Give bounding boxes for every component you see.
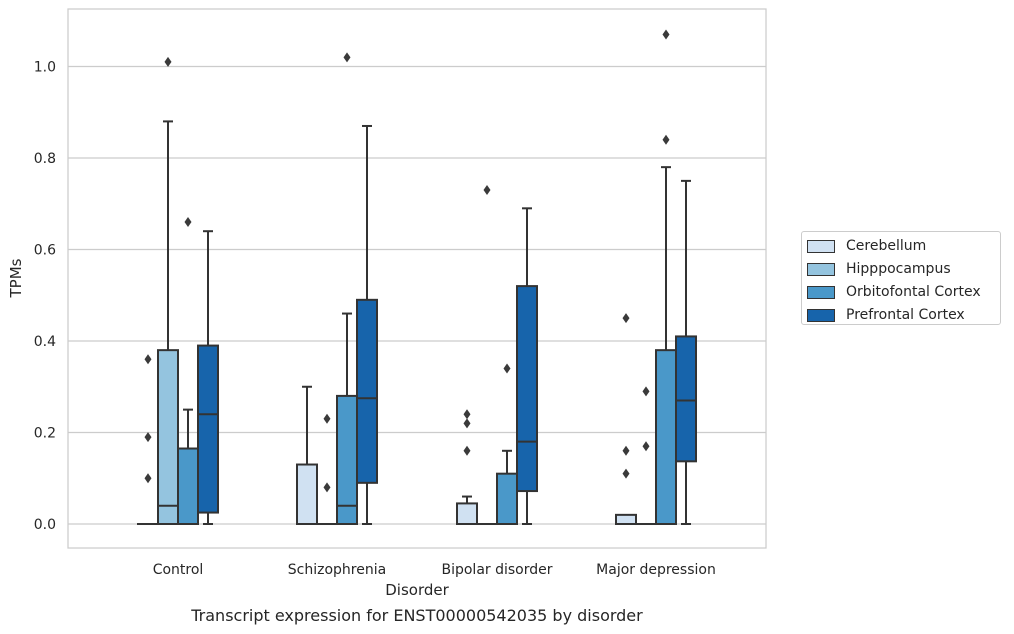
outlier-point: [323, 482, 331, 493]
box-0-3: [615, 313, 637, 525]
y-tick-label: 0.2: [34, 426, 56, 442]
box-body: [675, 335, 697, 463]
box-1-3: [635, 386, 657, 526]
figure-caption: Transcript expression for ENST0000054203…: [191, 606, 643, 625]
legend-item: Orbitofontal Cortex: [807, 282, 981, 302]
plot-frame: [67, 8, 767, 549]
legend-swatch: [807, 239, 835, 253]
y-tick-label: 1.0: [34, 60, 56, 76]
y-axis-title: TPMs: [7, 258, 25, 298]
legend: Cerebellum Hipppocampus Orbitofontal Corte…: [801, 231, 1001, 325]
box-body: [356, 298, 378, 484]
outlier-point: [662, 134, 670, 145]
outlier-point: [343, 52, 351, 63]
legend-item: Prefrontal Cortex: [807, 305, 965, 325]
box-1-2: [476, 185, 498, 526]
box-body: [516, 285, 538, 493]
box-1-0: [157, 56, 179, 525]
box-body: [197, 344, 219, 514]
outlier-point: [323, 413, 331, 424]
box-2-2: [496, 363, 518, 525]
legend-swatch: [807, 308, 835, 322]
box-body: [177, 447, 199, 526]
box-1-1: [316, 413, 338, 526]
outlier-point: [503, 363, 511, 374]
outlier-point: [463, 418, 471, 429]
outlier-point: [622, 313, 630, 324]
y-tick-label: 0.6: [34, 243, 56, 259]
outlier-point: [642, 441, 650, 452]
x-tick-label: Major depression: [596, 562, 716, 578]
outlier-point: [662, 29, 670, 40]
box-2-3: [655, 29, 677, 525]
box-body: [296, 463, 318, 525]
box-body: [456, 502, 478, 526]
outlier-point: [463, 445, 471, 456]
box-body: [157, 349, 179, 525]
legend-label: Prefrontal Cortex: [846, 307, 965, 323]
outlier-point: [622, 468, 630, 479]
box-body: [615, 513, 637, 525]
x-tick-label: Schizophrenia: [288, 562, 386, 578]
legend-item: Cerebellum: [807, 236, 926, 256]
box-3-2: [516, 207, 538, 525]
legend-label: Hipppocampus: [846, 261, 951, 277]
box-2-1: [336, 52, 358, 525]
x-axis-title: Disorder: [385, 581, 449, 599]
box-0-1: [296, 385, 318, 525]
box-2-0: [177, 217, 199, 526]
y-tick-label: 0.0: [34, 517, 56, 533]
x-tick-label: Control: [153, 562, 204, 578]
outlier-point: [144, 432, 152, 443]
y-tick-label: 0.4: [34, 334, 56, 350]
outlier-point: [622, 445, 630, 456]
outlier-point: [642, 386, 650, 397]
outlier-point: [164, 56, 172, 67]
outlier-point: [144, 354, 152, 365]
y-tick-label: 0.8: [34, 151, 56, 167]
legend-swatch: [807, 262, 835, 276]
box-3-0: [197, 230, 219, 525]
outlier-point: [144, 473, 152, 484]
box-body: [496, 472, 518, 525]
box-3-3: [675, 179, 697, 525]
outlier-point: [463, 409, 471, 420]
legend-label: Cerebellum: [846, 238, 927, 254]
box-0-0: [137, 354, 159, 526]
box-body: [655, 349, 677, 525]
legend-swatch: [807, 285, 835, 299]
box-0-2: [456, 409, 478, 526]
x-tick-label: Bipolar disorder: [441, 562, 552, 578]
legend-label: Orbitofontal Cortex: [846, 284, 981, 300]
box-3-1: [356, 124, 378, 525]
outlier-point: [184, 217, 192, 228]
legend-item: Hipppocampus: [807, 259, 951, 279]
outlier-point: [483, 185, 491, 196]
